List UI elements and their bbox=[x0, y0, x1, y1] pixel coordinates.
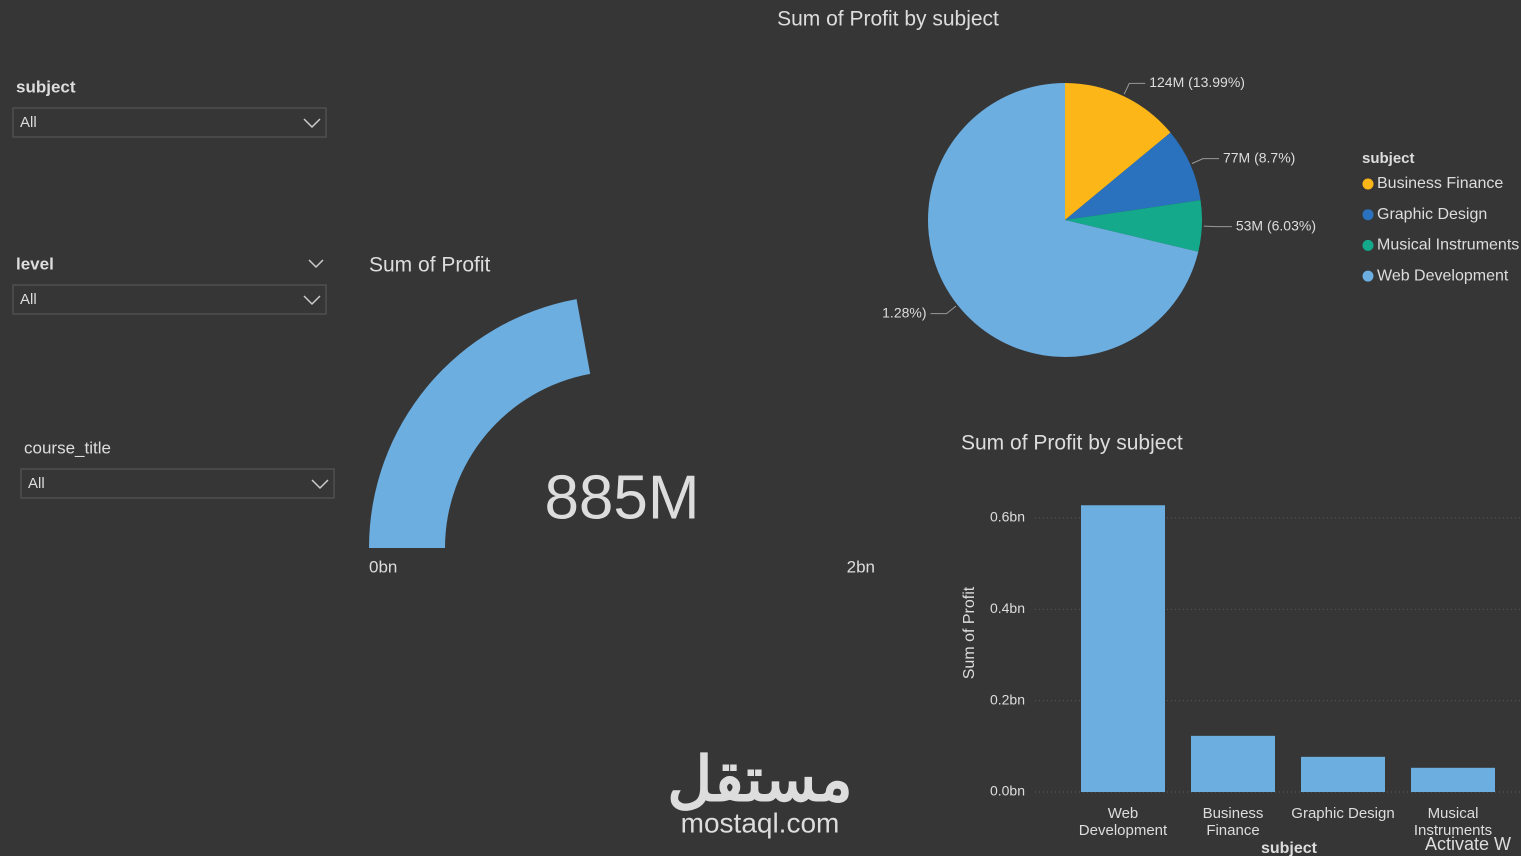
slicer-dropdown[interactable] bbox=[12, 284, 327, 315]
x-tick-label: Business Finance bbox=[1203, 805, 1264, 839]
bar bbox=[1301, 756, 1385, 792]
bar bbox=[1191, 735, 1275, 792]
legend-label: Graphic Design bbox=[1377, 206, 1487, 223]
legend-marker bbox=[1362, 270, 1374, 282]
y-tick-label: 0.0bn bbox=[990, 783, 1025, 799]
y-tick-label: 0.4bn bbox=[990, 600, 1025, 616]
slicer-value: All bbox=[20, 291, 37, 308]
leader-line bbox=[1123, 82, 1146, 95]
leader-line bbox=[1203, 225, 1232, 228]
bar bbox=[1081, 505, 1165, 792]
data-label: 53M (6.03%) bbox=[1236, 217, 1316, 233]
slicer-label: subject bbox=[16, 77, 76, 96]
gauge-title: Sum of Profit bbox=[369, 254, 491, 277]
watermark-latin: mostaql.com bbox=[681, 807, 840, 838]
bar bbox=[1411, 767, 1495, 792]
slicer-dropdown[interactable] bbox=[20, 468, 335, 499]
legend-marker bbox=[1362, 178, 1374, 190]
pie-slice bbox=[928, 83, 1199, 358]
slicer-label: course_title bbox=[24, 438, 111, 457]
slicer-dropdown[interactable] bbox=[12, 107, 327, 138]
gauge-value: 885M bbox=[544, 463, 699, 532]
gauge-min: 0bn bbox=[369, 557, 397, 576]
legend-title: subject bbox=[1362, 150, 1415, 167]
data-label: 124M (13.99%) bbox=[1149, 74, 1245, 90]
os-notice: Activate W bbox=[1425, 834, 1511, 854]
chevron bbox=[311, 479, 329, 490]
gauge-max: 2bn bbox=[847, 557, 875, 576]
gauge-arc bbox=[369, 299, 591, 548]
watermark-arabic: مستقل bbox=[667, 745, 853, 814]
data-label: 77M (8.7%) bbox=[1223, 149, 1295, 165]
y-axis-title: Sum of Profit bbox=[961, 586, 978, 679]
legend-label: Business Finance bbox=[1377, 175, 1503, 192]
legend-label: Web Development bbox=[1377, 267, 1509, 284]
bar-title: Sum of Profit by subject bbox=[961, 432, 1183, 455]
x-tick-label: Musical Instruments bbox=[1414, 805, 1492, 839]
x-tick-label: Graphic Design bbox=[1291, 805, 1394, 822]
x-axis-title: subject bbox=[1261, 840, 1318, 856]
leader-line bbox=[930, 305, 957, 315]
y-tick-label: 0.2bn bbox=[990, 691, 1025, 707]
y-tick-label: 0.6bn bbox=[990, 509, 1025, 525]
legend-label: Musical Instruments bbox=[1377, 237, 1519, 254]
leader-line bbox=[1191, 158, 1219, 164]
slicer-value: All bbox=[28, 475, 45, 492]
x-tick-label: Web Development bbox=[1079, 805, 1168, 839]
slicer-label: level bbox=[16, 254, 54, 273]
chevron bbox=[303, 295, 321, 306]
pie-title: Sum of Profit by subject bbox=[777, 8, 999, 31]
pie-slice bbox=[1065, 83, 1171, 220]
chevron[interactable] bbox=[308, 259, 324, 269]
data-label: 1.28%) bbox=[882, 304, 926, 320]
slicer-value: All bbox=[20, 114, 37, 131]
pie-slice bbox=[1065, 200, 1202, 252]
legend-marker bbox=[1362, 239, 1374, 251]
chevron bbox=[303, 118, 321, 129]
pie-slice bbox=[1065, 132, 1201, 220]
legend-marker bbox=[1362, 209, 1374, 221]
